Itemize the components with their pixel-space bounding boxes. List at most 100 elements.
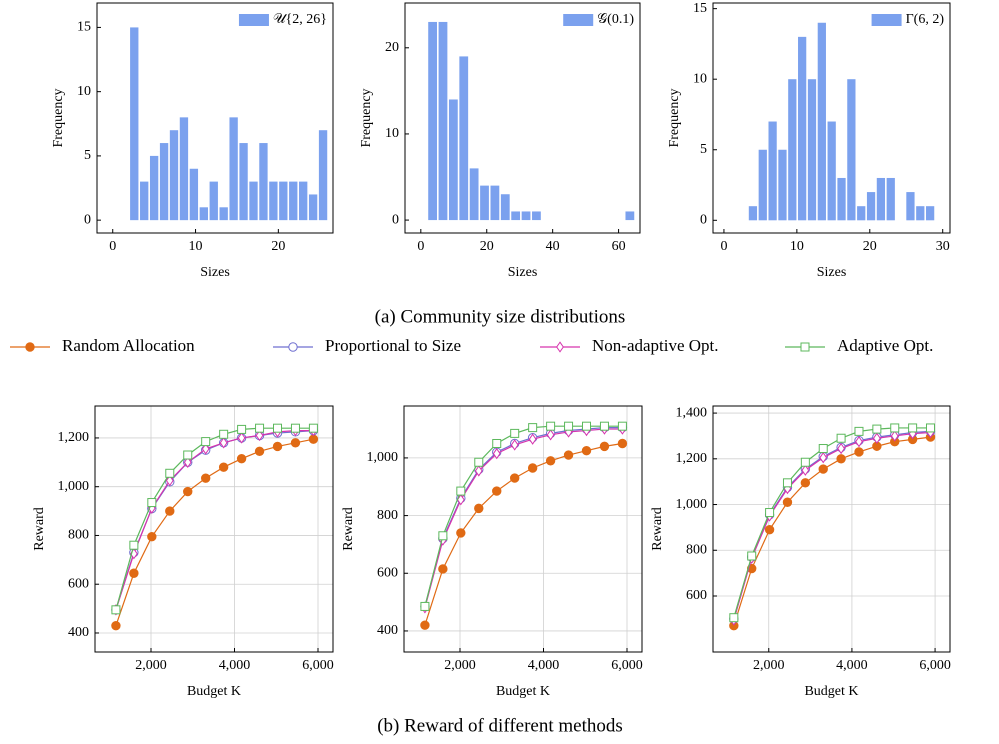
marker <box>782 478 792 488</box>
marker <box>111 605 121 615</box>
axes-frame <box>712 2 951 234</box>
marker <box>908 423 918 433</box>
x-axis-label: Budget K <box>496 684 550 699</box>
marker <box>925 423 935 433</box>
y-tick-label: 1,000 <box>676 497 708 512</box>
marker <box>599 421 609 431</box>
x-tick-label: 4,000 <box>528 658 560 673</box>
marker <box>800 342 810 352</box>
y-tick-label: 800 <box>686 542 707 557</box>
bar <box>758 149 767 221</box>
axes-frame <box>403 405 643 653</box>
bar <box>490 185 500 221</box>
marker <box>747 551 757 561</box>
marker <box>510 428 520 438</box>
marker <box>617 421 627 431</box>
x-tick-label: 10 <box>189 239 203 254</box>
bar <box>480 185 489 221</box>
y-tick-label: 20 <box>385 40 399 55</box>
x-tick-label: 2,000 <box>444 658 476 673</box>
marker <box>255 423 265 433</box>
marker <box>837 442 846 455</box>
caption: (a) Community size distributions <box>375 306 626 327</box>
y-tick-label: 600 <box>377 565 398 580</box>
x-axis-label: Sizes <box>200 265 230 280</box>
legend-swatch <box>563 14 594 26</box>
bar <box>269 181 278 221</box>
bar <box>469 168 479 221</box>
x-tick-label: 30 <box>936 239 950 254</box>
marker <box>219 437 228 449</box>
marker <box>273 423 283 433</box>
bar <box>219 207 228 221</box>
axes-frame <box>96 2 334 234</box>
marker <box>872 432 881 444</box>
marker <box>836 454 846 464</box>
bar <box>768 121 777 221</box>
marker <box>201 437 211 447</box>
legend-swatch <box>238 14 269 26</box>
marker <box>528 433 537 445</box>
y-tick-label: 5 <box>84 148 91 163</box>
marker <box>563 450 574 460</box>
marker <box>872 424 882 434</box>
bar <box>428 21 437 221</box>
marker <box>527 463 538 473</box>
marker <box>288 342 298 352</box>
bar <box>886 177 895 221</box>
marker <box>509 473 520 483</box>
marker <box>456 486 466 496</box>
legend-label: Adaptive Opt. <box>837 336 933 355</box>
bar <box>169 130 179 221</box>
y-axis-label: Reward <box>341 507 356 551</box>
y-tick-label: 10 <box>77 84 91 99</box>
bar <box>906 192 915 221</box>
marker <box>782 497 793 507</box>
bar <box>798 36 807 221</box>
bar <box>916 206 925 221</box>
marker <box>420 620 430 630</box>
x-tick-label: 2,000 <box>135 658 167 673</box>
bar <box>318 130 328 221</box>
marker <box>582 421 592 431</box>
bar <box>308 194 318 221</box>
legend-swatch <box>871 14 902 26</box>
marker <box>801 464 810 476</box>
y-axis-label: Frequency <box>51 88 66 147</box>
marker <box>818 444 828 454</box>
bar <box>748 206 758 221</box>
x-axis-label: Budget K <box>804 684 858 699</box>
marker <box>25 342 35 352</box>
line <box>115 430 314 611</box>
marker <box>147 531 157 542</box>
marker <box>890 430 899 442</box>
bar <box>857 206 866 221</box>
x-tick-label: 6,000 <box>919 658 951 673</box>
marker <box>855 435 863 448</box>
bar <box>625 211 635 221</box>
x-tick-label: 4,000 <box>219 658 251 673</box>
marker <box>528 423 538 433</box>
legend-label: Non-adaptive Opt. <box>592 336 719 355</box>
marker <box>800 457 810 467</box>
bar <box>130 27 139 221</box>
marker <box>183 450 193 460</box>
y-tick-label: 0 <box>392 212 399 227</box>
bar <box>239 143 248 221</box>
y-tick-label: 15 <box>77 20 91 35</box>
legend-label: Proportional to Size <box>325 336 461 355</box>
bar <box>189 168 199 221</box>
x-axis-label: Sizes <box>508 265 538 280</box>
bar <box>209 181 218 221</box>
marker <box>818 464 828 474</box>
bar <box>199 207 208 221</box>
bar <box>448 99 458 221</box>
marker <box>111 620 121 631</box>
marker <box>764 524 775 535</box>
bar <box>149 155 159 221</box>
bar <box>259 143 268 221</box>
marker <box>438 564 448 574</box>
y-axis-label: Reward <box>650 507 665 551</box>
x-axis-label: Budget K <box>187 684 241 699</box>
legend-label: 𝒰{2, 26} <box>273 12 327 27</box>
